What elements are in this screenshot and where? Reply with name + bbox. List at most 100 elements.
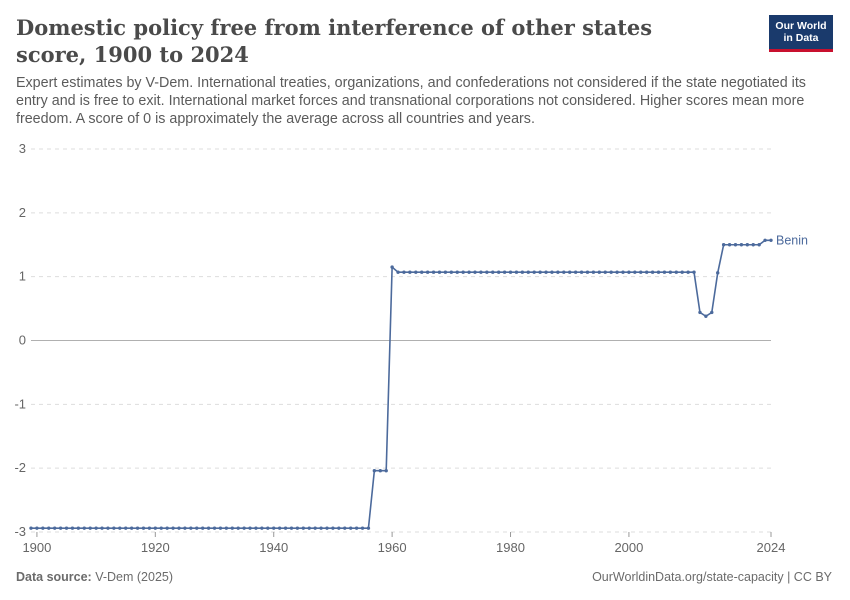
data-point[interactable] [526,270,530,274]
data-point[interactable] [396,270,400,274]
data-point[interactable] [639,270,643,274]
data-point[interactable] [656,270,661,274]
data-point[interactable] [266,526,270,530]
data-point[interactable] [94,526,98,530]
data-point[interactable] [230,526,234,530]
data-point[interactable] [662,270,667,274]
data-point[interactable] [112,526,116,530]
data-point[interactable] [200,526,205,530]
data-point[interactable] [325,526,329,530]
data-point[interactable] [82,526,86,530]
data-point[interactable] [573,270,578,274]
data-point[interactable] [455,270,459,274]
data-point[interactable] [414,270,418,274]
data-point[interactable] [550,270,554,274]
data-point[interactable] [532,270,536,274]
data-point[interactable] [141,526,146,530]
data-point[interactable] [704,314,708,318]
data-point[interactable] [177,526,181,530]
data-point[interactable] [461,270,465,274]
data-point[interactable] [621,270,625,274]
data-point[interactable] [479,270,483,274]
owid-logo[interactable]: Our World in Data [769,15,833,52]
data-point[interactable] [118,526,122,530]
data-point[interactable] [508,270,513,274]
data-point[interactable] [360,526,365,530]
data-point[interactable] [366,526,371,530]
data-point[interactable] [609,270,613,274]
data-point[interactable] [449,270,454,274]
data-point[interactable] [585,270,590,274]
data-point[interactable] [307,526,311,530]
data-point[interactable] [70,526,75,530]
data-point[interactable] [76,526,81,530]
data-point[interactable] [29,526,33,530]
data-point[interactable] [337,526,341,530]
data-point[interactable] [698,310,702,315]
data-point[interactable] [372,469,377,473]
data-point[interactable] [721,243,726,247]
data-point[interactable] [562,270,566,274]
data-point[interactable] [289,526,294,530]
data-point[interactable] [348,526,353,530]
data-point[interactable] [769,238,773,242]
data-point[interactable] [425,270,430,274]
data-source-link[interactable]: V-Dem (2025) [95,570,174,584]
data-point[interactable] [106,526,110,530]
data-point[interactable] [514,270,519,274]
data-point[interactable] [443,270,448,274]
data-point[interactable] [745,243,750,247]
data-point[interactable] [272,526,276,530]
data-point[interactable] [58,526,63,530]
data-point[interactable] [218,526,223,530]
series-line-benin[interactable] [31,239,771,529]
data-point[interactable] [402,270,406,274]
data-point[interactable] [248,526,252,530]
data-point[interactable] [710,310,714,315]
data-point[interactable] [485,270,489,274]
data-point[interactable] [686,270,690,274]
data-point[interactable] [496,270,501,274]
data-point[interactable] [633,270,637,274]
data-point[interactable] [668,270,673,274]
data-point[interactable] [716,271,720,275]
data-point[interactable] [644,270,649,274]
data-point[interactable] [165,526,169,530]
data-point[interactable] [195,526,199,530]
data-point[interactable] [260,526,264,530]
data-point[interactable] [313,526,317,530]
data-point[interactable] [538,270,542,274]
data-point[interactable] [437,270,442,274]
data-point[interactable] [147,526,152,530]
data-point[interactable] [579,270,584,274]
data-point[interactable] [650,270,655,274]
data-point[interactable] [733,243,738,247]
data-point[interactable] [603,270,607,274]
data-point[interactable] [751,243,755,247]
data-point[interactable] [354,526,359,530]
data-point[interactable] [171,526,175,530]
data-point[interactable] [757,243,761,247]
data-point[interactable] [331,526,335,530]
data-point[interactable] [35,526,39,530]
data-point[interactable] [544,270,548,274]
data-point[interactable] [692,270,696,274]
data-point[interactable] [319,526,323,530]
data-point[interactable] [100,526,104,530]
data-point[interactable] [568,270,572,274]
data-point[interactable] [283,526,288,530]
data-point[interactable] [47,526,51,530]
data-point[interactable] [408,270,412,274]
data-point[interactable] [615,270,619,274]
data-point[interactable] [502,270,507,274]
data-point[interactable] [467,270,471,274]
data-point[interactable] [153,526,158,530]
data-point[interactable] [64,526,69,530]
data-point[interactable] [591,270,596,274]
data-point[interactable] [124,526,128,530]
data-point[interactable] [674,270,678,274]
data-point[interactable] [384,469,388,473]
data-point[interactable] [159,526,163,530]
data-point[interactable] [41,526,45,530]
data-point[interactable] [556,270,560,274]
